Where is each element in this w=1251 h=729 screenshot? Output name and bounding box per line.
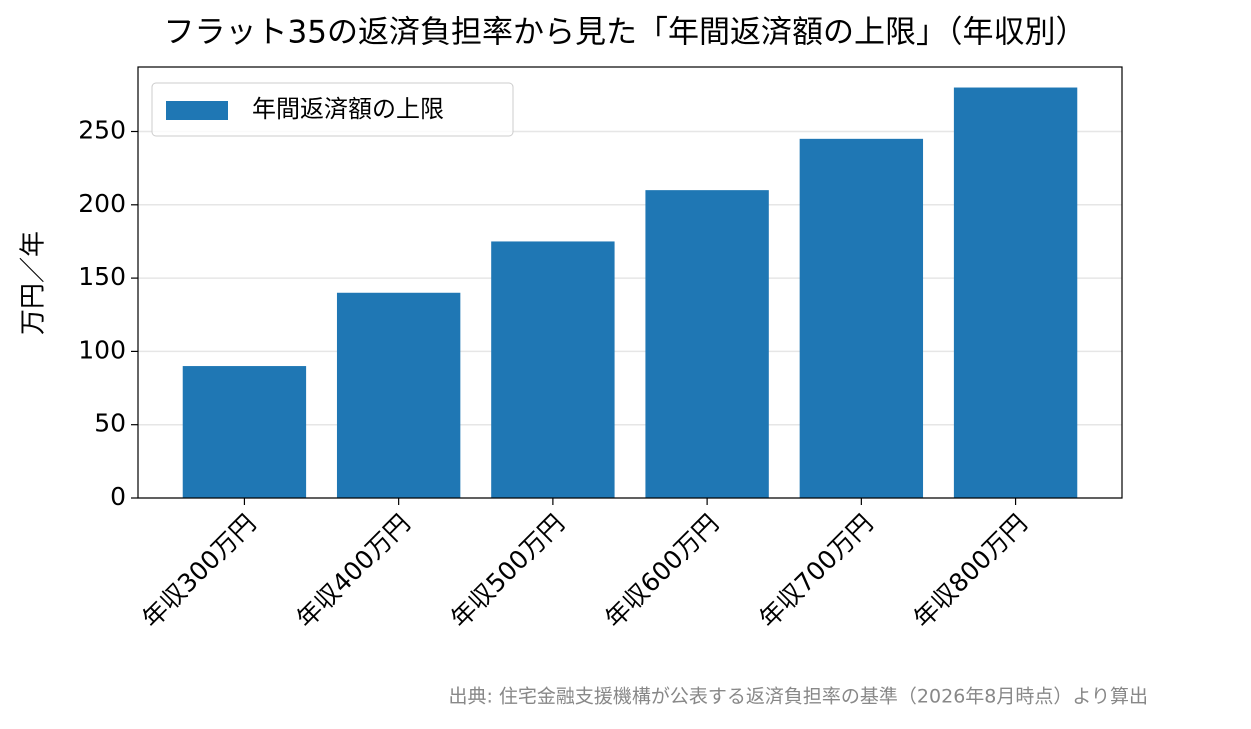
legend-label: 年間返済額の上限 xyxy=(252,95,444,123)
bar xyxy=(491,241,615,498)
legend-box xyxy=(151,82,514,137)
bar xyxy=(182,366,307,498)
chart-title: フラット35の返済負担率から見た「年間返済額の上限」（年収別） xyxy=(164,15,1087,51)
x-tick-label: 年収700万円 xyxy=(754,509,879,634)
y-tick-label: 250 xyxy=(78,116,126,145)
x-tick-label: 年収800万円 xyxy=(908,509,1033,634)
x-tick-label: 年収500万円 xyxy=(445,509,570,634)
bar xyxy=(645,190,769,498)
x-tick-label: 年収600万円 xyxy=(599,509,724,634)
source-note: 出典: 住宅金融支援機構が公表する返済負担率の基準（2026年8月時点）より算出 xyxy=(448,686,1148,708)
x-tick-label: 年収300万円 xyxy=(137,509,262,634)
y-tick-label: 50 xyxy=(94,409,126,438)
bar xyxy=(336,292,461,498)
bar xyxy=(799,138,924,499)
y-axis-label: 万円／年 xyxy=(19,231,49,335)
y-tick-label: 0 xyxy=(110,482,126,511)
plot-frame xyxy=(137,66,1123,499)
y-tick-label: 150 xyxy=(78,262,126,291)
y-tick-label: 200 xyxy=(78,189,126,218)
x-tick-label: 年収400万円 xyxy=(291,509,416,634)
y-tick-label: 100 xyxy=(78,335,126,364)
legend-swatch xyxy=(166,101,228,120)
bar xyxy=(953,87,1078,499)
